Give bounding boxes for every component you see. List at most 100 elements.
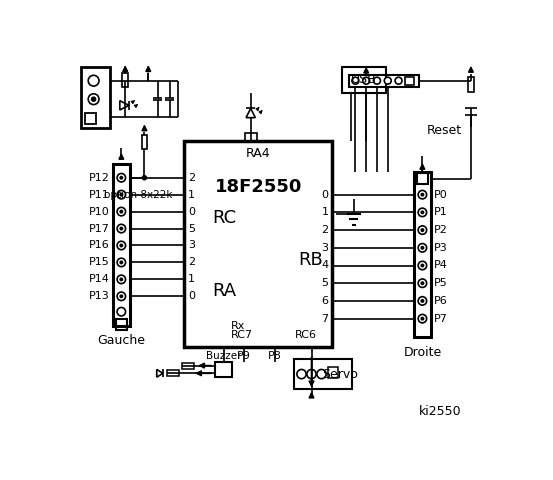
Circle shape xyxy=(117,224,126,233)
Circle shape xyxy=(297,370,306,379)
Text: 0: 0 xyxy=(321,190,328,200)
Text: Servo: Servo xyxy=(322,368,358,381)
Circle shape xyxy=(421,211,424,214)
Text: 5: 5 xyxy=(189,224,195,234)
Circle shape xyxy=(418,261,426,270)
Circle shape xyxy=(395,77,402,84)
Text: 7: 7 xyxy=(321,313,328,324)
Circle shape xyxy=(363,77,369,84)
Bar xyxy=(85,113,96,124)
Text: 0: 0 xyxy=(189,206,195,216)
Text: Droite: Droite xyxy=(403,346,441,359)
Text: P12: P12 xyxy=(89,173,110,183)
Circle shape xyxy=(418,208,426,216)
Text: P14: P14 xyxy=(89,275,110,284)
Text: P17: P17 xyxy=(89,224,110,234)
Text: 2: 2 xyxy=(321,225,328,235)
Circle shape xyxy=(120,261,122,264)
Bar xyxy=(244,133,257,142)
Circle shape xyxy=(92,97,96,101)
Bar xyxy=(414,171,431,337)
Bar xyxy=(185,141,332,347)
Circle shape xyxy=(418,191,426,199)
Circle shape xyxy=(120,193,122,196)
Circle shape xyxy=(352,77,359,84)
Text: 4: 4 xyxy=(321,261,328,271)
Circle shape xyxy=(120,244,122,247)
Text: ki2550: ki2550 xyxy=(419,405,461,418)
Circle shape xyxy=(117,258,126,267)
Bar xyxy=(405,77,414,84)
Text: 2: 2 xyxy=(189,257,195,267)
Text: RC6: RC6 xyxy=(295,330,317,340)
Circle shape xyxy=(418,297,426,305)
Circle shape xyxy=(88,75,99,86)
Text: option 8x22k: option 8x22k xyxy=(104,190,173,200)
Circle shape xyxy=(421,264,424,267)
Circle shape xyxy=(120,210,122,213)
Bar xyxy=(122,73,128,87)
Circle shape xyxy=(120,278,122,280)
Text: USB: USB xyxy=(351,73,377,86)
Bar xyxy=(342,67,386,93)
Text: 3: 3 xyxy=(189,240,195,251)
Text: P0: P0 xyxy=(434,190,448,200)
Circle shape xyxy=(421,282,424,284)
Circle shape xyxy=(421,317,424,320)
Text: P5: P5 xyxy=(434,278,448,288)
Text: P13: P13 xyxy=(89,291,110,301)
Circle shape xyxy=(120,228,122,230)
Circle shape xyxy=(418,279,426,288)
Text: P7: P7 xyxy=(434,313,448,324)
Text: P3: P3 xyxy=(434,243,448,253)
Text: 6: 6 xyxy=(321,296,328,306)
Circle shape xyxy=(117,292,126,300)
Text: Gauche: Gauche xyxy=(97,335,145,348)
Text: Rx: Rx xyxy=(231,321,245,331)
Bar xyxy=(182,362,195,369)
Text: RC: RC xyxy=(212,209,237,227)
Text: P10: P10 xyxy=(89,206,110,216)
Bar xyxy=(113,164,130,325)
Circle shape xyxy=(117,207,126,216)
Circle shape xyxy=(373,77,380,84)
Text: P1: P1 xyxy=(434,207,448,217)
Circle shape xyxy=(117,173,126,182)
Bar xyxy=(349,74,419,87)
Circle shape xyxy=(421,247,424,249)
Text: Buzzer: Buzzer xyxy=(206,350,242,360)
Circle shape xyxy=(384,77,391,84)
Bar xyxy=(142,135,147,149)
Polygon shape xyxy=(120,101,129,110)
Text: P6: P6 xyxy=(434,296,448,306)
Circle shape xyxy=(418,226,426,234)
Text: 2: 2 xyxy=(189,173,195,183)
Circle shape xyxy=(117,308,126,316)
Text: 0: 0 xyxy=(189,291,195,301)
Text: RB: RB xyxy=(299,251,323,269)
Circle shape xyxy=(421,229,424,231)
Circle shape xyxy=(418,243,426,252)
Text: 3: 3 xyxy=(321,243,328,253)
Text: 18F2550: 18F2550 xyxy=(215,178,302,196)
Circle shape xyxy=(117,275,126,284)
Text: P8: P8 xyxy=(268,350,281,360)
Circle shape xyxy=(143,176,147,180)
Circle shape xyxy=(117,241,126,250)
Text: Reset: Reset xyxy=(426,124,462,137)
Text: RA4: RA4 xyxy=(246,146,271,159)
Text: RC7: RC7 xyxy=(231,330,253,340)
Text: 1: 1 xyxy=(189,190,195,200)
Text: 5: 5 xyxy=(321,278,328,288)
Bar xyxy=(294,360,352,389)
Circle shape xyxy=(421,193,424,196)
Bar xyxy=(417,173,428,184)
Bar xyxy=(328,367,338,378)
Circle shape xyxy=(418,314,426,323)
Text: P11: P11 xyxy=(89,190,110,200)
Text: 1: 1 xyxy=(189,275,195,284)
Bar xyxy=(81,67,110,129)
Circle shape xyxy=(317,370,326,379)
Polygon shape xyxy=(246,108,255,118)
Circle shape xyxy=(307,370,316,379)
